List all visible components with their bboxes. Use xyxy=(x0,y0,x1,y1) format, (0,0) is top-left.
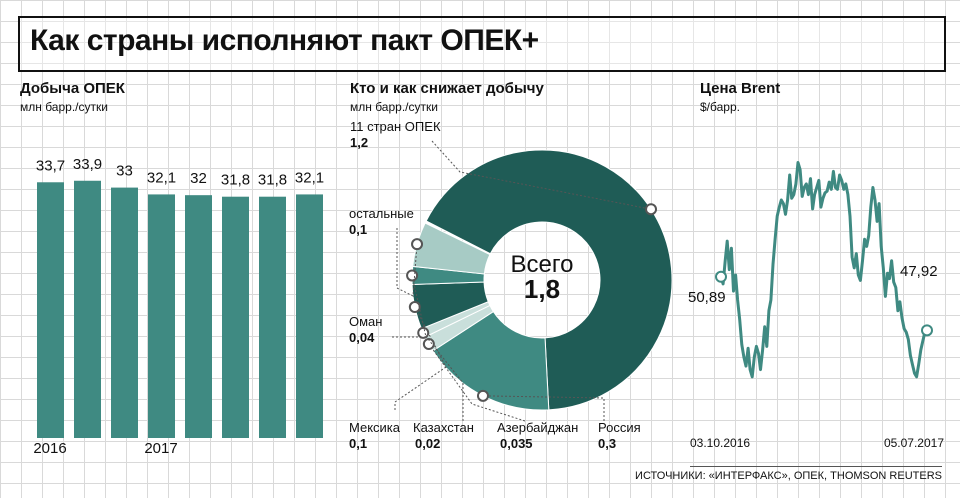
bar xyxy=(74,180,101,438)
bar xyxy=(296,194,323,438)
donut-center-label: Всего xyxy=(511,251,574,278)
slice-marker xyxy=(476,389,489,402)
brent-price-line xyxy=(719,161,928,379)
start-point-marker xyxy=(715,270,727,283)
start-value-label: 50,89 xyxy=(688,289,726,306)
end-value-label: 47,92 xyxy=(900,263,938,280)
slice-name-label: остальные xyxy=(349,206,414,221)
slice-value-label: 0,04 xyxy=(349,330,375,345)
bar-value-label: 32,1 xyxy=(295,169,324,186)
page-title: Как страны исполняют пакт ОПЕК+ xyxy=(30,24,539,57)
slice-name-label: Россия xyxy=(598,420,641,435)
slice-value-label: 0,3 xyxy=(598,436,616,451)
slice-marker xyxy=(422,338,435,351)
slice-marker xyxy=(408,301,421,314)
leader-line xyxy=(394,306,447,410)
leader-line xyxy=(392,275,427,338)
leader-line xyxy=(428,343,526,422)
donut-chart-unit: млн барр./сутки xyxy=(350,100,438,114)
bar-chart-unit: млн барр./сутки xyxy=(20,100,108,114)
bar-value-label: 32,1 xyxy=(147,169,176,186)
leader-line xyxy=(396,228,418,297)
donut-chart-title: Кто и как снижает добычу xyxy=(350,80,544,97)
donut-center-value: 1,8 xyxy=(524,274,560,304)
slice-value-label: 0,1 xyxy=(349,436,367,451)
title-frame xyxy=(18,16,946,72)
slice-value-label: 0,02 xyxy=(415,436,440,451)
bar xyxy=(37,182,64,438)
slice-name-label: 11 стран ОПЕК xyxy=(350,119,441,134)
donut-slice xyxy=(412,222,491,275)
bar xyxy=(148,194,175,438)
slice-name-label: Азербайджан xyxy=(497,420,578,435)
bar xyxy=(111,187,138,438)
donut-slice xyxy=(432,310,550,411)
line-chart-unit: $/барр. xyxy=(700,100,740,114)
bar xyxy=(222,196,249,438)
end-point-marker xyxy=(921,324,933,337)
bar-value-label: 33,9 xyxy=(73,156,102,173)
slice-marker xyxy=(645,203,658,216)
bar-value-label: 33 xyxy=(116,163,133,180)
source-divider xyxy=(690,466,942,467)
bar-value-label: 33,7 xyxy=(36,157,65,174)
slice-marker xyxy=(411,238,424,251)
leader-line xyxy=(431,140,652,210)
slice-name-label: Оман xyxy=(349,314,382,329)
bar-value-label: 32 xyxy=(190,170,207,187)
bar-value-label: 31,8 xyxy=(258,172,287,189)
bar xyxy=(259,196,286,438)
x-tick-label: 05.07.2017 xyxy=(884,436,944,450)
slice-marker xyxy=(406,269,419,282)
slice-value-label: 0,1 xyxy=(349,222,367,237)
bar xyxy=(185,195,212,438)
donut-slice xyxy=(425,149,673,411)
line-chart-title: Цена Brent xyxy=(700,80,781,97)
year-label: 2016 xyxy=(33,440,66,457)
slice-name-label: Казахстан xyxy=(413,420,474,435)
x-tick-label: 03.10.2016 xyxy=(690,436,750,450)
slice-name-label: Мексика xyxy=(349,420,401,435)
source-note: ИСТОЧНИКИ: «ИНТЕРФАКС», ОПЕК, THOMSON RE… xyxy=(635,470,942,482)
bar-value-label: 31,8 xyxy=(221,172,250,189)
bar-chart-title: Добыча ОПЕК xyxy=(20,80,125,97)
year-label: 2017 xyxy=(144,440,177,457)
slice-value-label: 0,035 xyxy=(500,436,533,451)
slice-value-label: 1,2 xyxy=(350,135,368,150)
